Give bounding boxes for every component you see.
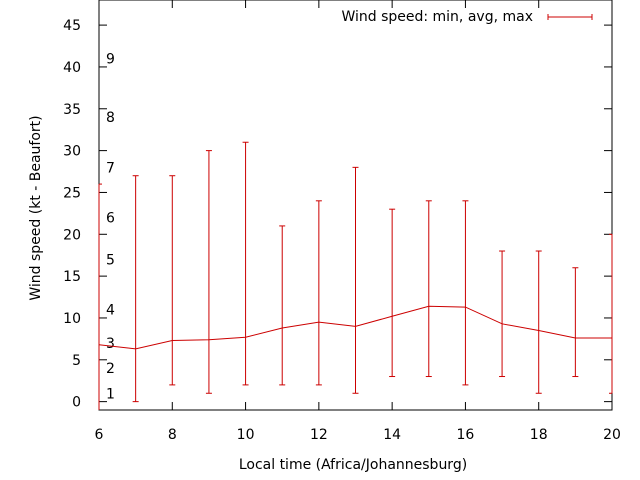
x-tick-label: 14 [383,427,401,443]
beaufort-label: 1 [106,386,115,402]
x-tick-label: 12 [310,427,328,443]
y-tick-label: 0 [72,395,81,411]
x-tick-label: 6 [95,427,104,443]
y-tick-label: 40 [63,60,81,76]
x-tick-label: 20 [603,427,621,443]
y-tick-label: 20 [63,227,81,243]
beaufort-label: 2 [106,361,115,377]
x-tick-label: 8 [168,427,177,443]
y-axis-label: Wind speed (kt - Beaufort) [28,115,44,300]
beaufort-label: 5 [106,252,115,268]
beaufort-label: 9 [106,52,115,68]
y-tick-label: 35 [63,102,81,118]
beaufort-label: 6 [106,211,115,227]
x-tick-label: 18 [530,427,548,443]
y-tick-label: 10 [63,311,81,327]
beaufort-label: 3 [106,336,115,352]
x-tick-label: 10 [237,427,255,443]
beaufort-label: 8 [106,110,115,126]
y-tick-label: 45 [63,18,81,34]
beaufort-label: 7 [106,160,115,176]
beaufort-label: 4 [106,303,115,319]
y-tick-label: 15 [63,269,81,285]
legend-label: Wind speed: min, avg, max [341,9,533,25]
legend: Wind speed: min, avg, max [341,9,593,25]
x-axis-label: Local time (Africa/Johannesburg) [239,457,467,473]
y-tick-label: 25 [63,185,81,201]
x-tick-label: 16 [457,427,475,443]
y-tick-label: 5 [72,353,81,369]
y-tick-label: 30 [63,144,81,160]
